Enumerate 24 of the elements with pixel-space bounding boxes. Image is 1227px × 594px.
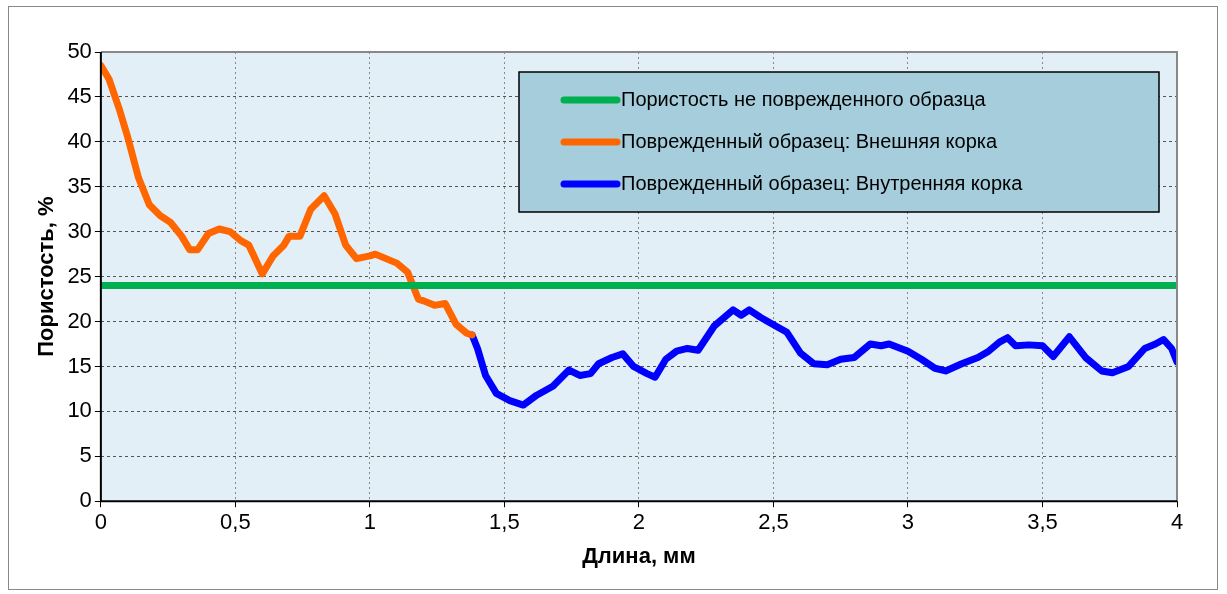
y-axis-title: Пористость, %	[33, 196, 59, 357]
y-tick-label: 50	[67, 38, 92, 64]
x-tick-label: 2,5	[758, 509, 789, 535]
x-tick-label: 1,5	[489, 509, 520, 535]
x-tick-label: 2	[632, 509, 646, 535]
y-tick-label: 40	[67, 127, 92, 153]
legend-label: Пористость не поврежденного образца	[621, 87, 987, 110]
y-tick-label: 5	[79, 442, 92, 468]
y-tick-label: 15	[67, 352, 92, 378]
legend-label: Поврежденный образец: Внутренняя корка	[621, 171, 1024, 194]
x-tick-label: 1	[363, 509, 377, 535]
x-tick-label: 4	[1170, 509, 1184, 535]
y-tick-label: 25	[67, 262, 92, 288]
x-axis-title: Длина, мм	[582, 542, 696, 568]
legend-label: Поврежденный образец: Внешняя корка	[621, 129, 998, 152]
y-tick-label: 30	[67, 217, 92, 243]
y-tick-label: 35	[67, 172, 92, 198]
x-tick-label: 3,5	[1027, 509, 1058, 535]
x-tick-label: 3	[901, 509, 915, 535]
y-tick-label: 45	[67, 82, 92, 108]
y-tick-label: 0	[79, 487, 92, 513]
y-tick-label: 20	[67, 307, 92, 333]
y-tick-label: 10	[67, 397, 92, 423]
x-tick-label: 0,5	[220, 509, 251, 535]
